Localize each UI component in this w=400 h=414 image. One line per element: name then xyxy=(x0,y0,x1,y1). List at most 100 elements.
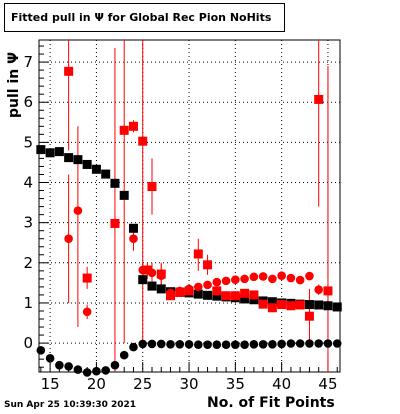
data-point-circle xyxy=(212,277,222,287)
data-point-circle xyxy=(193,340,203,350)
data-point-circle xyxy=(221,276,231,286)
data-point-circle xyxy=(193,282,203,292)
data-point-square xyxy=(230,291,240,301)
data-point-square xyxy=(119,190,129,200)
data-point-square xyxy=(203,290,213,300)
data-point-square xyxy=(314,300,324,310)
data-point-circle xyxy=(73,206,83,215)
grid xyxy=(39,40,340,372)
data-point-circle xyxy=(82,368,92,377)
data-point-circle xyxy=(45,354,55,363)
data-point-circle xyxy=(55,360,64,370)
data-point-square xyxy=(142,265,152,275)
y-tick-label: 4 xyxy=(23,174,33,192)
data-point-square xyxy=(203,260,213,270)
data-point-circle xyxy=(36,346,46,355)
data-point-square xyxy=(314,94,324,104)
data-point-square xyxy=(82,273,92,283)
data-point-circle xyxy=(101,366,110,375)
data-point-circle xyxy=(268,274,277,284)
data-point-square xyxy=(119,125,129,135)
x-tick-label: 20 xyxy=(87,375,106,393)
data-point-circle xyxy=(82,307,92,317)
data-point-square xyxy=(147,281,157,291)
data-point-circle xyxy=(258,339,268,349)
data-point-circle xyxy=(129,234,138,244)
data-point-square xyxy=(91,164,101,174)
data-point-square xyxy=(212,286,222,296)
data-point-circle xyxy=(64,234,73,244)
data-point-circle xyxy=(305,339,314,348)
data-point-circle xyxy=(203,340,212,350)
data-point-circle xyxy=(138,265,148,275)
data-point-square xyxy=(221,291,231,301)
data-point-circle xyxy=(129,342,138,352)
data-point-square xyxy=(323,301,333,311)
data-point-square xyxy=(304,311,314,321)
data-point-square xyxy=(101,169,111,179)
data-point-circle xyxy=(286,339,296,348)
data-point-square xyxy=(240,288,250,298)
data-point-square xyxy=(138,275,148,285)
data-point-square xyxy=(212,291,222,301)
chart-title: Fitted pull in Ψ for Global Rec Pion NoH… xyxy=(4,3,285,32)
y-tick-label: 7 xyxy=(23,53,33,71)
data-point-square xyxy=(110,178,120,188)
data-point-circle xyxy=(323,339,333,348)
y-tick-label: 1 xyxy=(23,294,33,312)
data-point-square xyxy=(332,302,342,312)
y-axis-label: pull in Ψ xyxy=(6,52,22,118)
data-point-square xyxy=(323,286,333,296)
data-point-square xyxy=(193,249,203,259)
data-point-circle xyxy=(110,360,120,370)
x-tick-label: 15 xyxy=(41,375,60,393)
data-point-circle xyxy=(268,339,277,349)
plot-frame xyxy=(38,39,341,373)
data-point-circle xyxy=(166,288,175,298)
data-point-square xyxy=(249,290,259,300)
y-tick-label: 0 xyxy=(23,334,33,352)
data-point-circle xyxy=(295,275,305,285)
data-point-circle xyxy=(119,350,129,360)
data-markers xyxy=(36,66,342,377)
x-tick-label: 35 xyxy=(226,375,245,393)
data-point-circle xyxy=(258,272,268,281)
data-point-circle xyxy=(305,271,314,281)
data-point-circle xyxy=(249,339,259,349)
data-point-circle xyxy=(64,362,73,371)
data-point-circle xyxy=(231,275,240,284)
data-point-square xyxy=(267,297,277,307)
data-point-circle xyxy=(156,271,166,280)
data-point-circle xyxy=(332,339,342,348)
data-point-square xyxy=(73,155,83,165)
x-axis-label: No. of Fit Points xyxy=(207,395,335,411)
data-point-square xyxy=(240,294,250,304)
data-point-square xyxy=(249,295,259,305)
data-point-square xyxy=(128,121,138,131)
data-point-circle xyxy=(175,286,185,296)
data-point-square xyxy=(64,66,74,76)
data-point-square xyxy=(147,182,157,192)
data-point-circle xyxy=(314,339,323,348)
x-tick-label: 30 xyxy=(179,375,198,393)
data-point-square xyxy=(258,299,268,309)
error-bars xyxy=(68,40,329,372)
data-point-square xyxy=(277,300,287,310)
data-point-square xyxy=(304,300,314,310)
data-point-circle xyxy=(147,268,157,278)
data-point-square xyxy=(82,159,92,169)
data-point-circle xyxy=(231,340,240,350)
data-point-circle xyxy=(156,339,166,349)
data-point-square xyxy=(64,153,74,163)
data-point-circle xyxy=(212,340,222,350)
data-point-circle xyxy=(73,365,83,374)
data-point-circle xyxy=(277,339,286,349)
data-point-circle xyxy=(277,271,286,280)
data-point-square xyxy=(128,223,138,233)
x-tick-label: 25 xyxy=(133,375,152,393)
y-tick-label: 5 xyxy=(23,133,33,151)
data-point-circle xyxy=(184,284,194,294)
y-tick-label: 6 xyxy=(23,93,33,111)
